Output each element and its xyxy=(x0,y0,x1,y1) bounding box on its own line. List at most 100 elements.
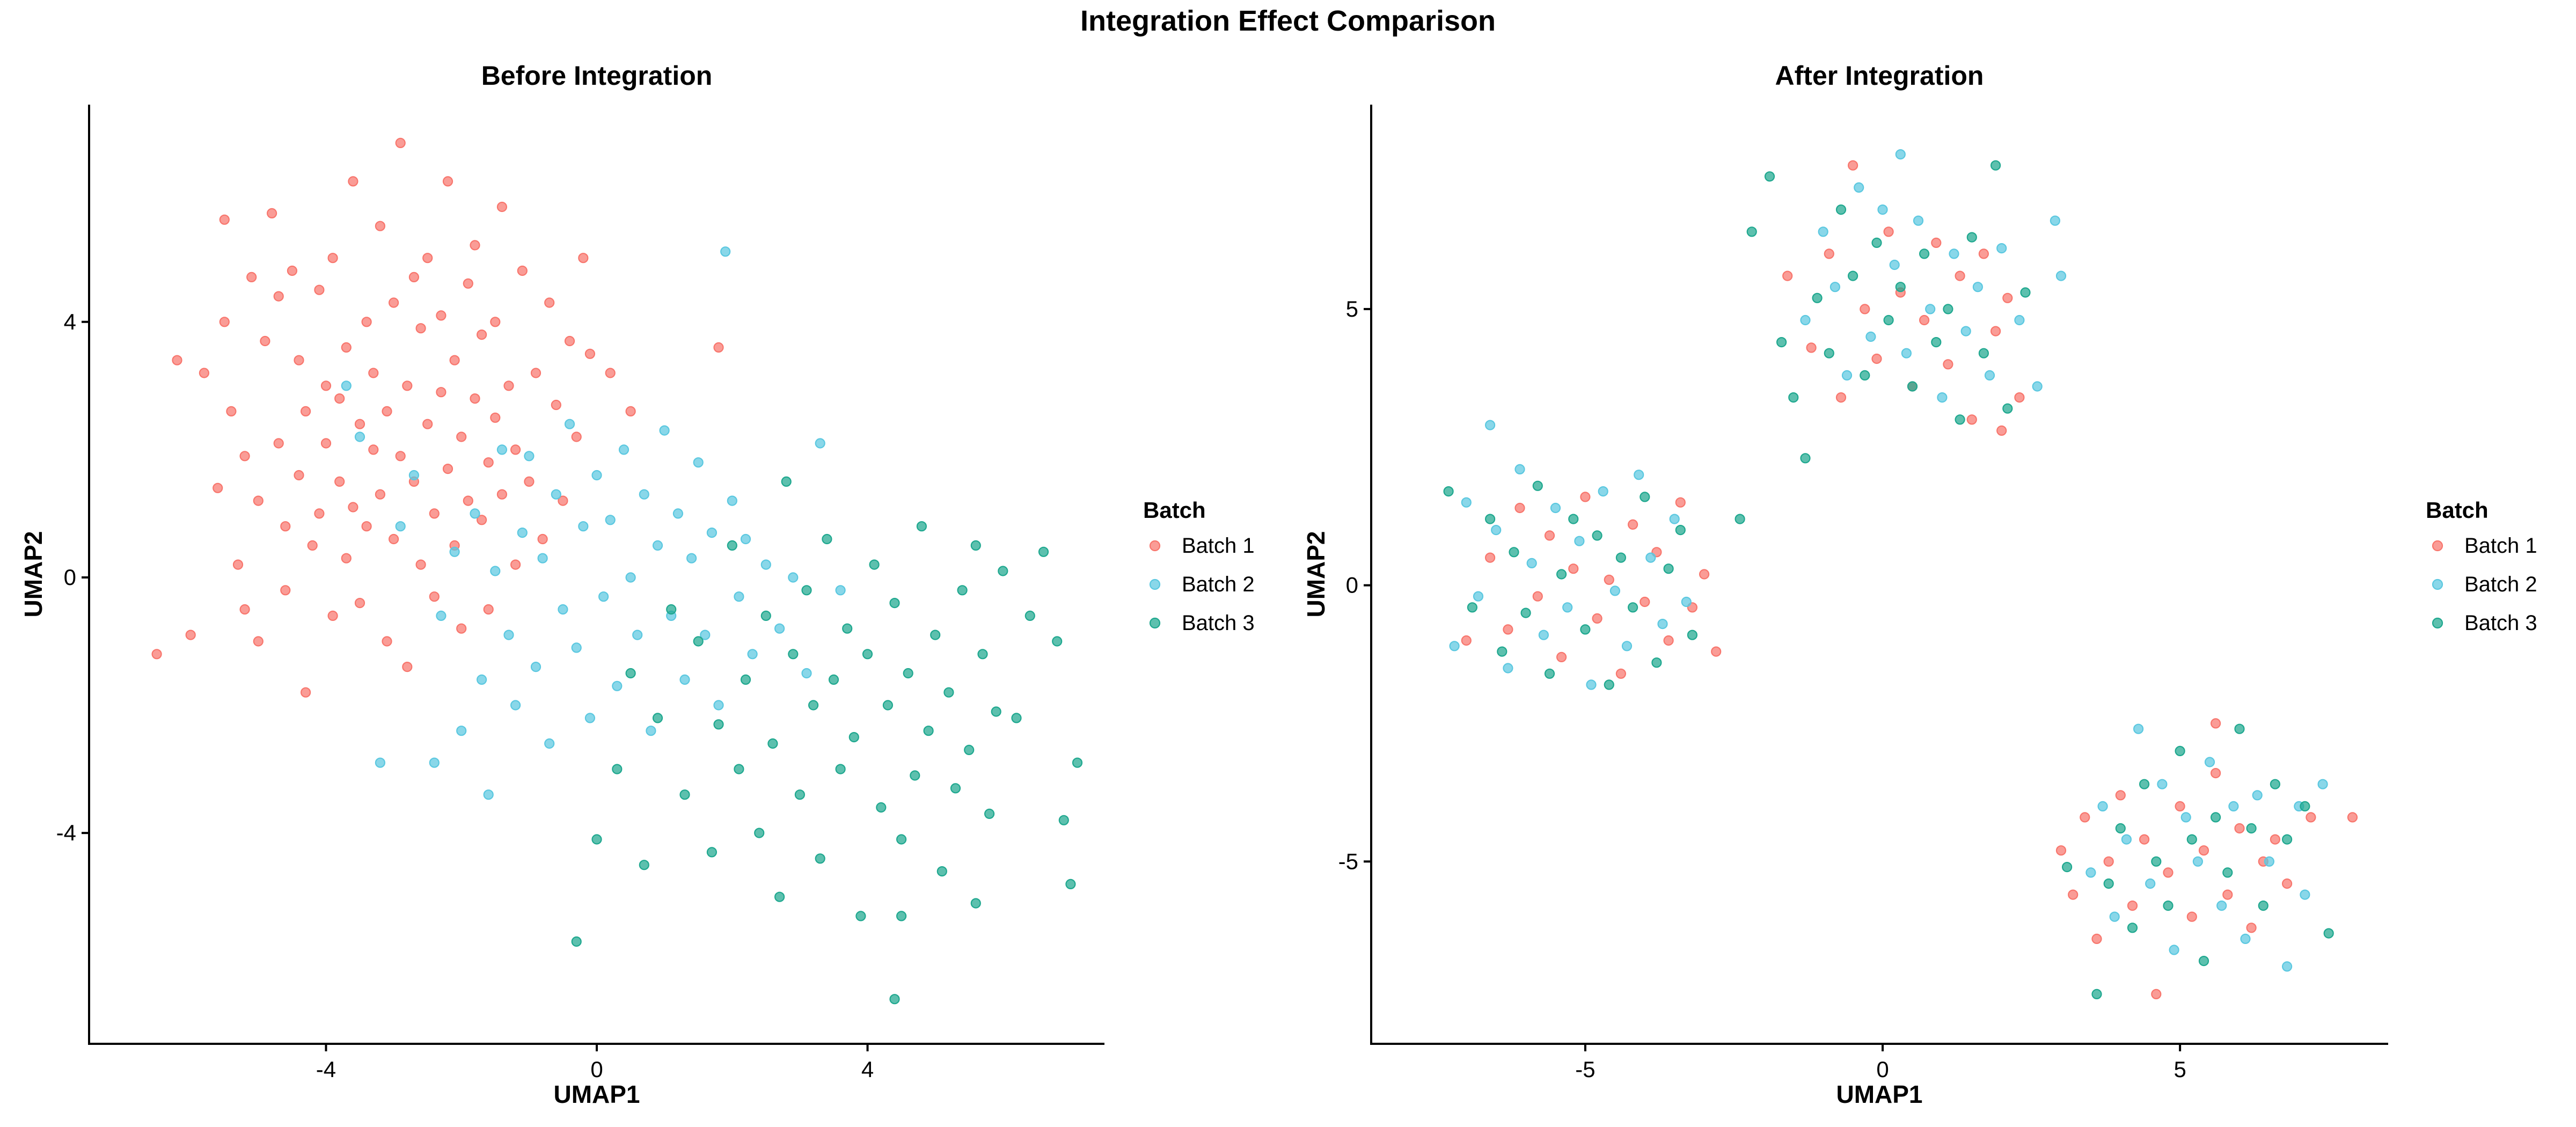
scatter-point-before-batch1-27 xyxy=(314,508,325,519)
scatter-point-before-batch2-47 xyxy=(727,495,737,506)
scatter-point-before-batch2-34 xyxy=(639,489,649,500)
scatter-point-after-batch2-21 xyxy=(1800,314,1811,326)
scatter-point-after-batch1-35 xyxy=(1978,248,1989,259)
scatter-point-before-batch1-0 xyxy=(151,649,162,660)
scatter-point-before-batch3-26 xyxy=(835,764,846,774)
scatter-point-after-batch1-21 xyxy=(1806,342,1817,353)
scatter-point-after-batch1-27 xyxy=(1883,226,1894,237)
scatter-point-before-batch2-13 xyxy=(496,444,508,455)
legend-key-before-batch2 xyxy=(1149,579,1161,590)
scatter-point-after-batch2-3 xyxy=(1491,524,1502,536)
scatter-point-after-batch1-7 xyxy=(1568,564,1579,574)
scatter-point-before-batch1-34 xyxy=(341,553,352,564)
scatter-point-after-batch2-35 xyxy=(1972,282,1983,292)
scatter-point-after-batch2-18 xyxy=(1669,514,1680,524)
scatter-point-after-batch1-8 xyxy=(1580,492,1591,502)
scatter-point-before-batch2-10 xyxy=(476,674,487,685)
scatter-point-before-batch3-22 xyxy=(808,700,819,711)
legend-label-before-batch2: Batch 2 xyxy=(1182,573,1255,596)
y-tick-label-after-2: 5 xyxy=(1346,296,1358,321)
scatter-point-after-batch2-40 xyxy=(2050,215,2060,226)
scatter-point-after-batch3-58 xyxy=(2258,900,2268,911)
scatter-point-after-batch2-56 xyxy=(2240,933,2251,945)
scatter-point-after-batch3-8 xyxy=(1556,569,1567,580)
scatter-point-before-batch2-9 xyxy=(470,508,480,519)
scatter-point-after-batch1-32 xyxy=(1943,359,1953,370)
scatter-point-after-batch3-16 xyxy=(1651,657,1662,668)
scatter-point-before-batch1-97 xyxy=(625,406,636,417)
y-axis-label-before: UMAP2 xyxy=(19,531,47,617)
scatter-point-before-batch2-50 xyxy=(747,649,758,660)
scatter-point-before-batch2-40 xyxy=(679,674,690,685)
scatter-point-after-batch2-24 xyxy=(1841,370,1853,381)
scatter-point-after-batch1-9 xyxy=(1592,613,1602,624)
scatter-point-after-batch2-23 xyxy=(1829,282,1840,292)
y-tick-label-before-2: 4 xyxy=(64,309,76,334)
x-tick-label-after-0: -5 xyxy=(1575,1057,1595,1082)
scatter-point-after-batch2-33 xyxy=(1949,248,1959,259)
scatter-point-before-batch1-20 xyxy=(287,265,298,276)
scatter-point-after-batch3-57 xyxy=(2246,823,2257,834)
scatter-point-before-batch2-1 xyxy=(354,431,365,442)
scatter-point-after-batch2-12 xyxy=(1598,486,1608,497)
scatter-point-before-batch3-6 xyxy=(666,604,677,615)
scatter-point-before-batch2-30 xyxy=(612,680,623,691)
scatter-point-after-batch1-45 xyxy=(2115,790,2126,801)
y-tick-label-after-1: 0 xyxy=(1346,573,1358,598)
scatter-point-after-batch2-1 xyxy=(1461,497,1472,508)
scatter-point-before-batch3-7 xyxy=(679,789,690,800)
scatter-point-after-batch1-31 xyxy=(1931,237,1942,248)
scatter-point-after-batch1-0 xyxy=(1461,635,1472,646)
scatter-point-after-batch3-44 xyxy=(2091,989,2102,1000)
scatter-point-after-batch3-28 xyxy=(1860,370,1870,381)
axis-ticks-after: -5 0 5 -5 0 5 xyxy=(1338,296,2186,1082)
scatter-point-before-batch1-92 xyxy=(564,335,575,347)
scatter-point-before-batch2-43 xyxy=(700,630,711,640)
x-tick-label-after-2: 5 xyxy=(2174,1057,2186,1082)
scatter-point-before-batch2-42 xyxy=(693,457,704,468)
scatter-point-before-batch1-22 xyxy=(294,355,304,365)
legend-entries-before: Batch 1 Batch 2 Batch 3 xyxy=(1149,534,1255,635)
scatter-point-before-batch1-10 xyxy=(239,604,250,615)
scatter-point-after-batch3-47 xyxy=(2127,923,2138,933)
scatter-point-before-batch2-48 xyxy=(734,591,744,602)
scatter-point-before-batch3-16 xyxy=(767,738,778,749)
scatter-point-before-batch1-87 xyxy=(530,368,541,378)
scatter-points-before xyxy=(151,137,1083,1005)
scatter-point-before-batch1-76 xyxy=(483,457,494,468)
scatter-point-before-batch2-35 xyxy=(646,726,656,736)
legend-key-before-batch3 xyxy=(1149,617,1161,629)
scatter-point-after-batch3-30 xyxy=(1883,314,1894,326)
panel-title-after: After Integration xyxy=(1775,61,1984,91)
scatter-point-after-batch1-38 xyxy=(2014,392,2025,403)
scatter-point-before-batch3-3 xyxy=(625,668,636,679)
scatter-point-before-batch3-51 xyxy=(1011,713,1022,723)
scatter-point-before-batch3-53 xyxy=(1038,546,1049,557)
scatter-point-before-batch1-51 xyxy=(395,451,406,462)
scatter-point-before-batch1-38 xyxy=(354,419,365,429)
scatter-point-after-batch1-41 xyxy=(2068,889,2079,900)
scatter-point-before-batch2-3 xyxy=(395,521,406,532)
scatter-point-before-batch1-91 xyxy=(558,495,568,506)
scatter-point-after-batch3-25 xyxy=(1824,348,1834,358)
scatter-point-before-batch2-51 xyxy=(760,559,771,570)
scatter-point-after-batch1-12 xyxy=(1628,519,1638,530)
scatter-point-after-batch3-24 xyxy=(1812,292,1823,303)
scatter-point-after-batch3-53 xyxy=(2198,955,2209,967)
scatter-point-after-batch3-26 xyxy=(1835,204,1847,215)
scatter-point-after-batch3-15 xyxy=(1640,492,1650,502)
scatter-point-before-batch3-27 xyxy=(842,623,853,634)
scatter-point-after-batch3-20 xyxy=(1735,514,1745,524)
scatter-point-after-batch1-10 xyxy=(1604,574,1614,585)
scatter-point-before-batch1-19 xyxy=(280,585,291,596)
scatter-point-after-batch2-59 xyxy=(2282,961,2293,972)
scatter-point-after-batch1-6 xyxy=(1556,652,1567,663)
scatter-point-before-batch2-24 xyxy=(571,642,582,653)
scatter-point-before-batch2-15 xyxy=(510,700,521,711)
scatter-point-before-batch3-57 xyxy=(1072,757,1083,768)
scatter-point-after-batch2-14 xyxy=(1621,641,1633,652)
scatter-point-after-batch1-24 xyxy=(1848,160,1858,171)
scatter-point-after-batch2-16 xyxy=(1645,552,1656,563)
scatter-point-before-batch1-37 xyxy=(348,502,358,513)
scatter-point-after-batch2-10 xyxy=(1574,536,1585,546)
